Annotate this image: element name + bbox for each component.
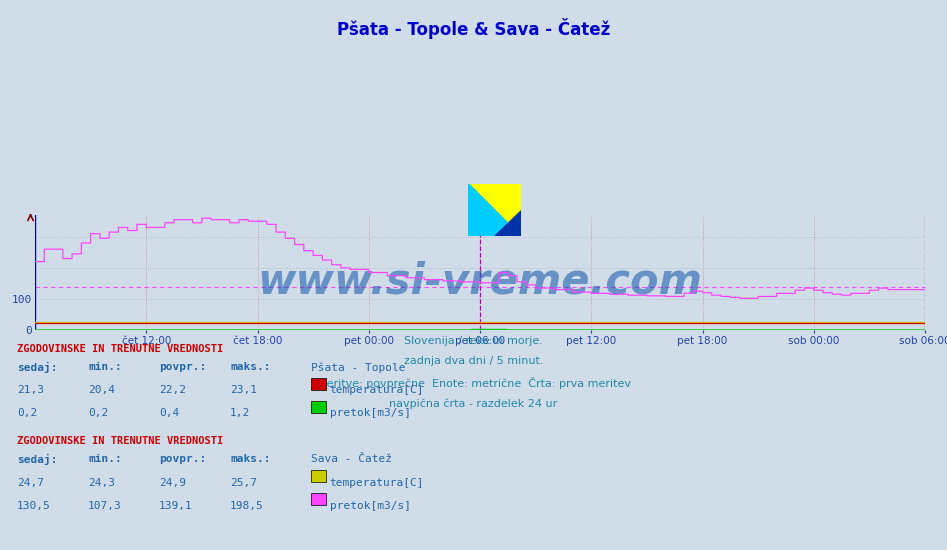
Text: 198,5: 198,5 [230, 500, 264, 510]
Text: 24,3: 24,3 [88, 477, 116, 487]
Text: povpr.:: povpr.: [159, 454, 206, 464]
Text: 130,5: 130,5 [17, 500, 51, 510]
Text: maks.:: maks.: [230, 454, 271, 464]
Text: www.si-vreme.com: www.si-vreme.com [258, 261, 703, 302]
Text: min.:: min.: [88, 454, 122, 464]
Text: 0,4: 0,4 [159, 409, 179, 419]
Text: pretok[m3/s]: pretok[m3/s] [330, 409, 411, 419]
Text: pretok[m3/s]: pretok[m3/s] [330, 500, 411, 510]
Text: zadnja dva dni / 5 minut.: zadnja dva dni / 5 minut. [403, 356, 544, 366]
Text: 0,2: 0,2 [88, 409, 108, 419]
Text: Sava - Čatež: Sava - Čatež [311, 454, 392, 464]
Text: navpična črta - razdelek 24 ur: navpična črta - razdelek 24 ur [389, 398, 558, 409]
Text: temperatura[C]: temperatura[C] [330, 386, 424, 395]
Text: 0,2: 0,2 [17, 409, 37, 419]
Text: 24,7: 24,7 [17, 477, 45, 487]
Text: 20,4: 20,4 [88, 386, 116, 395]
Text: 21,3: 21,3 [17, 386, 45, 395]
Text: Slovenija / reke in morje.: Slovenija / reke in morje. [404, 336, 543, 345]
Text: ZGODOVINSKE IN TRENUTNE VREDNOSTI: ZGODOVINSKE IN TRENUTNE VREDNOSTI [17, 436, 223, 446]
Text: ZGODOVINSKE IN TRENUTNE VREDNOSTI: ZGODOVINSKE IN TRENUTNE VREDNOSTI [17, 344, 223, 354]
Text: min.:: min.: [88, 362, 122, 372]
Text: 24,9: 24,9 [159, 477, 187, 487]
Text: sedaj:: sedaj: [17, 454, 58, 465]
Text: 22,2: 22,2 [159, 386, 187, 395]
Text: Pšata - Topole: Pšata - Topole [311, 362, 405, 373]
Text: 1,2: 1,2 [230, 409, 250, 419]
Text: Pšata - Topole & Sava - Čatež: Pšata - Topole & Sava - Čatež [337, 18, 610, 38]
Text: 107,3: 107,3 [88, 500, 122, 510]
Polygon shape [469, 184, 521, 236]
Text: temperatura[C]: temperatura[C] [330, 477, 424, 487]
Text: 25,7: 25,7 [230, 477, 258, 487]
Text: 23,1: 23,1 [230, 386, 258, 395]
Text: povpr.:: povpr.: [159, 362, 206, 372]
Text: maks.:: maks.: [230, 362, 271, 372]
Text: sedaj:: sedaj: [17, 362, 58, 373]
Polygon shape [494, 210, 521, 236]
Text: 139,1: 139,1 [159, 500, 193, 510]
Text: Meritve: povprečne  Enote: metrične  Črta: prva meritev: Meritve: povprečne Enote: metrične Črta:… [316, 377, 631, 389]
